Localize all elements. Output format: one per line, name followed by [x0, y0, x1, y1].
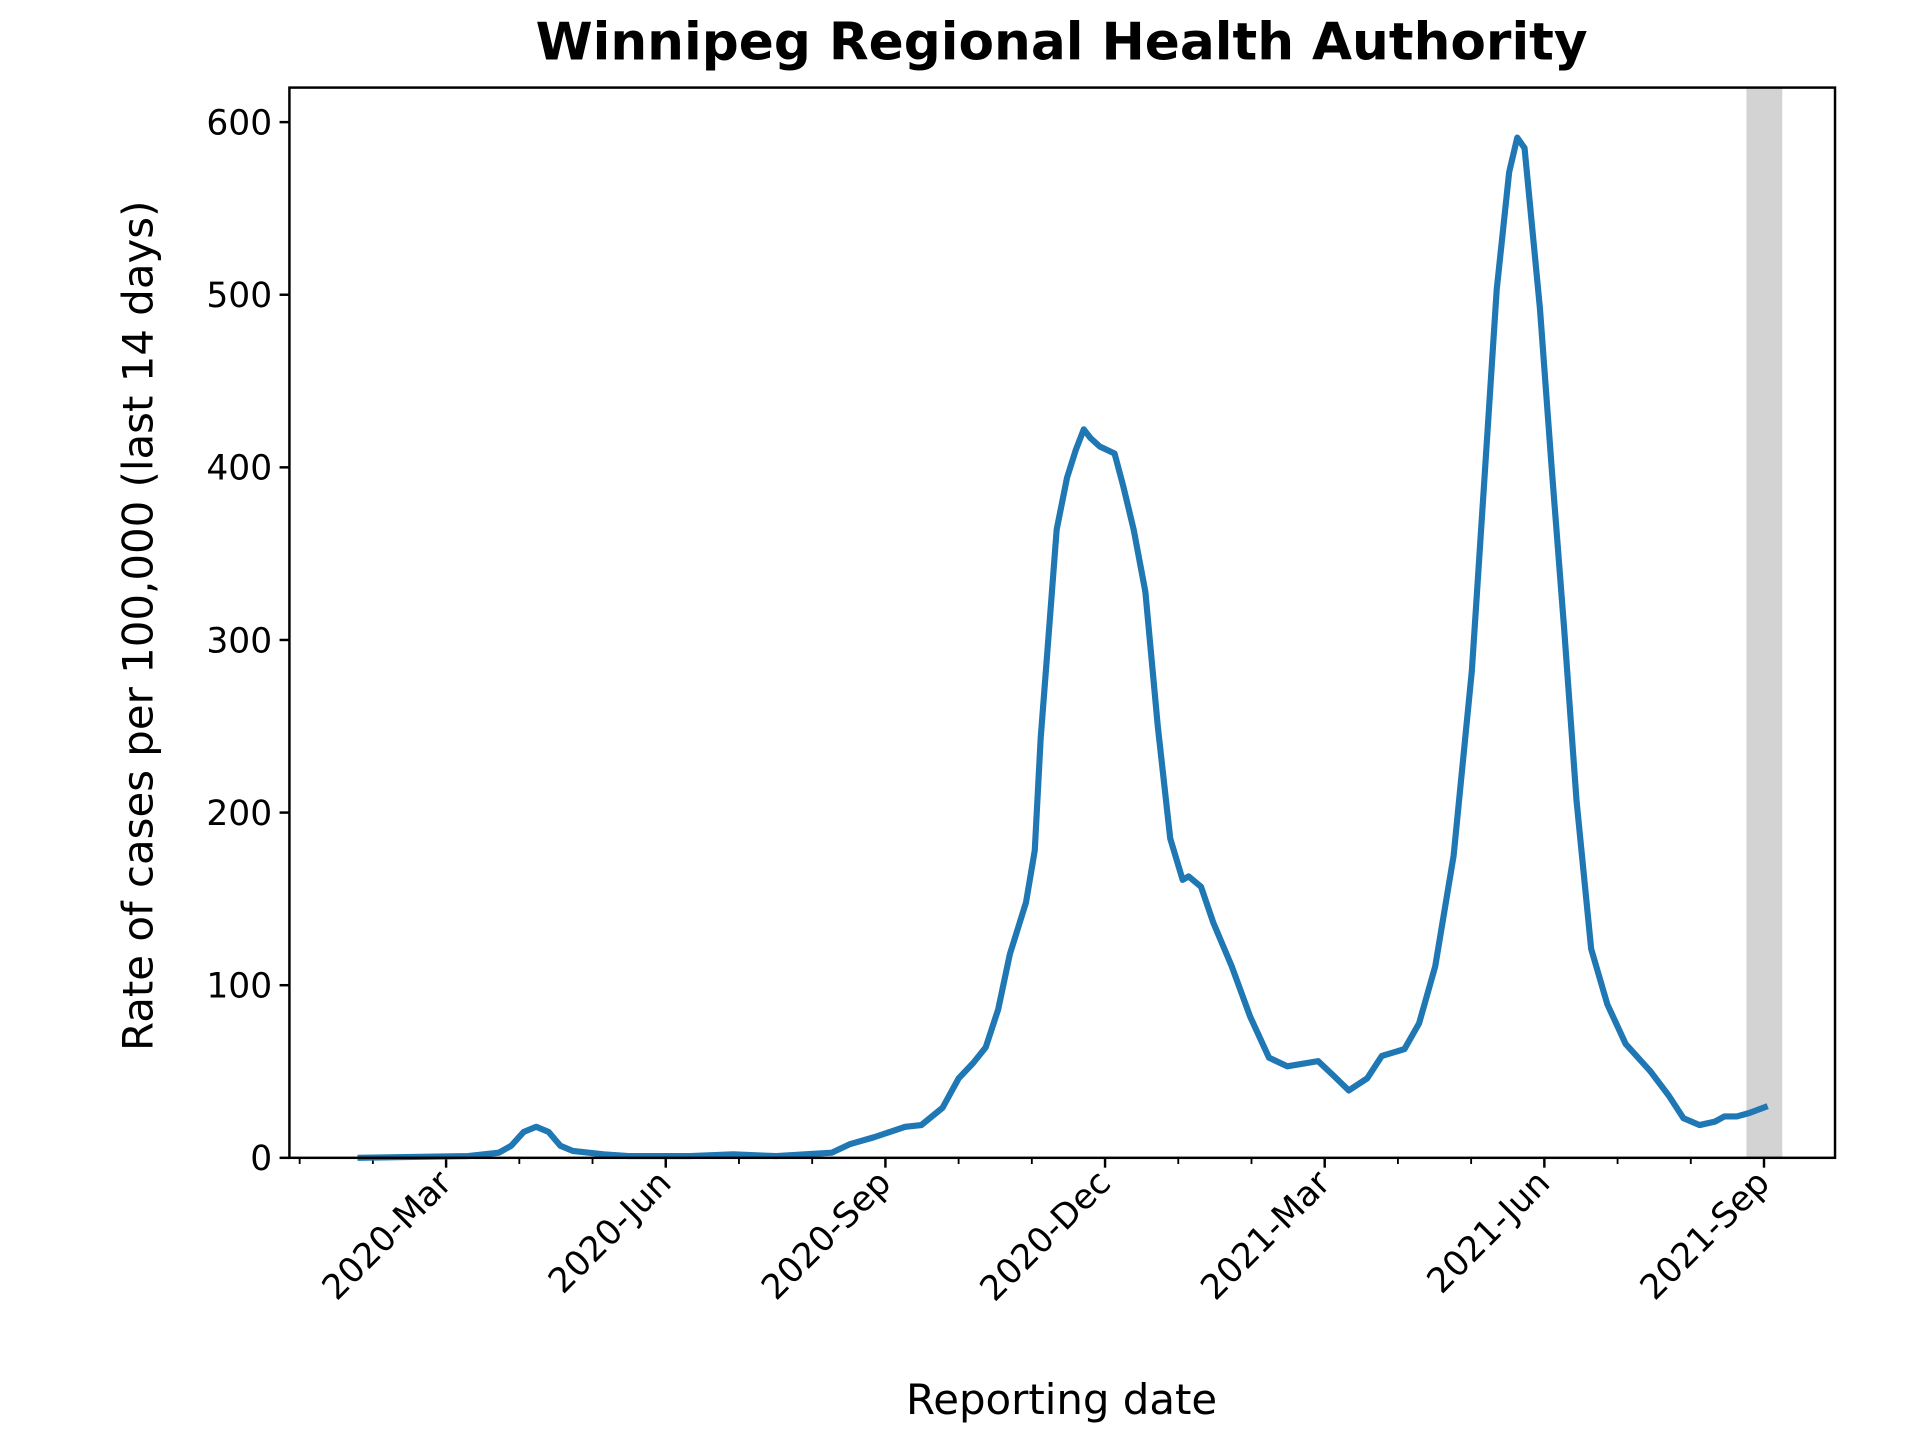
x-tick-label: 2021-Jun: [1420, 1163, 1559, 1302]
x-tick-label: 2021-Sep: [1633, 1163, 1778, 1308]
y-tick-label: 0: [250, 1139, 272, 1179]
chart-title: Winnipeg Regional Health Authority: [536, 12, 1588, 72]
y-tick-label: 300: [206, 621, 272, 661]
y-tick-label: 500: [206, 276, 272, 316]
x-tick-label: 2020-Jun: [541, 1163, 680, 1302]
y-tick-label: 200: [206, 794, 272, 834]
series-line: [357, 134, 1769, 1161]
y-tick-label: 400: [206, 449, 272, 489]
x-tick-label: 2021-Mar: [1193, 1162, 1339, 1308]
y-tick-label: 100: [206, 967, 272, 1007]
shaded-span: [1746, 87, 1783, 1158]
plot-frame: [288, 86, 1837, 1160]
y-axis-title: Rate of cases per 100,000 (last 14 days): [114, 201, 163, 1051]
x-axis-title: Reporting date: [906, 1375, 1217, 1424]
x-tick-label: 2020-Sep: [754, 1163, 899, 1308]
x-tick-label: 2020-Mar: [315, 1162, 461, 1308]
x-tick-label: 2020-Dec: [973, 1163, 1119, 1309]
y-tick-label: 600: [206, 103, 272, 143]
